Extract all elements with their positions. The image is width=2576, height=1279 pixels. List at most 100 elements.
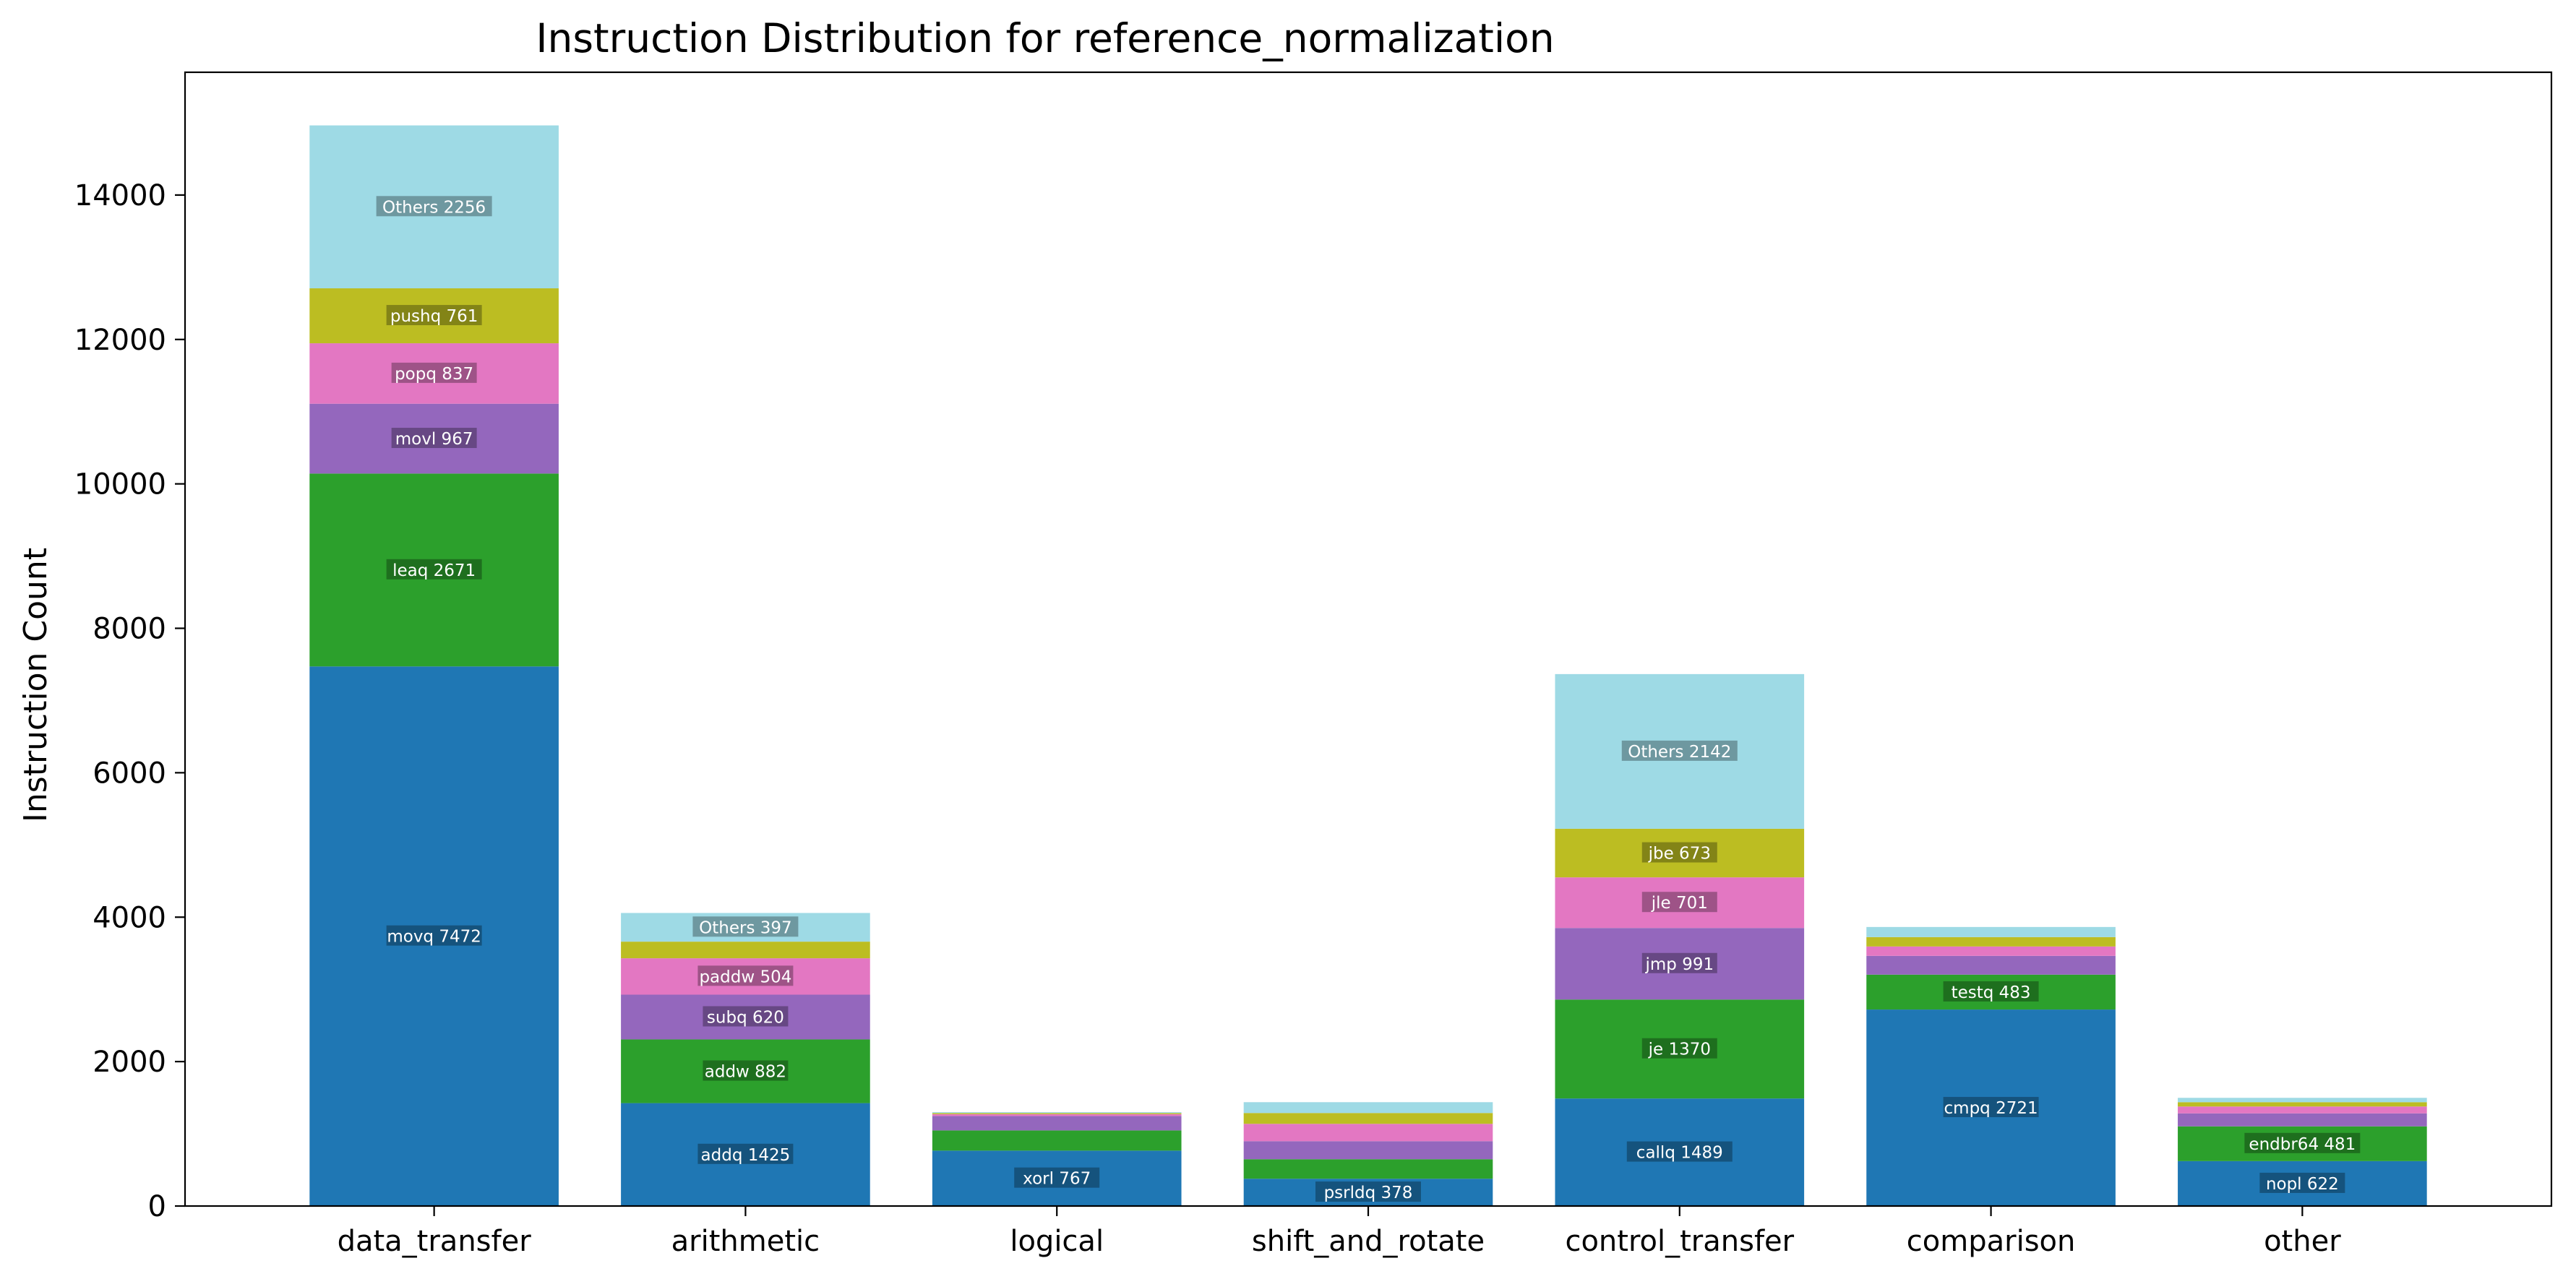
bar-segment — [621, 958, 870, 995]
segment-label-box — [1014, 1167, 1100, 1188]
segment-label-box — [1943, 1097, 2039, 1118]
segment-label: callq 1489 — [1636, 1144, 1723, 1163]
segment-label-box — [1641, 1038, 1717, 1059]
segment-label: jmp 991 — [1644, 955, 1714, 974]
segment-label: addw 882 — [705, 1063, 786, 1082]
segment-label-box — [1641, 842, 1717, 863]
segment-label: psrldq 378 — [1324, 1184, 1413, 1202]
bar-segment — [1555, 928, 1805, 1000]
segment-label: paddw 504 — [699, 968, 791, 986]
bar-segment — [1555, 999, 1805, 1099]
segment-label: movq 7472 — [387, 928, 481, 947]
x-tick-label: shift_and_rotate — [1252, 1225, 1485, 1258]
bar-segment — [2178, 1113, 2427, 1127]
x-tick-label: logical — [1010, 1225, 1104, 1258]
y-tick-label: 14000 — [74, 179, 166, 212]
segment-label-box — [1641, 952, 1717, 973]
bar-segment — [309, 125, 559, 289]
y-tick-label: 4000 — [93, 901, 166, 934]
bar-segment — [621, 994, 870, 1040]
segment-label-box — [1641, 892, 1717, 913]
segment-label-box — [703, 1060, 789, 1081]
y-tick-label: 0 — [148, 1190, 166, 1223]
y-tick-label: 8000 — [93, 613, 166, 646]
bar-segment — [1243, 1159, 1493, 1179]
y-tick-label: 6000 — [93, 757, 166, 790]
segment-label-box — [692, 916, 799, 937]
segment-label: endbr64 481 — [2249, 1135, 2356, 1154]
segment-label: jbe 673 — [1648, 845, 1711, 864]
bar-segment — [1243, 1141, 1493, 1160]
segment-label-box — [1315, 1181, 1421, 1202]
bar-segment — [1866, 926, 2116, 937]
segment-label: Others 397 — [699, 918, 792, 937]
bar-segment — [2178, 1126, 2427, 1161]
bar-segment — [1866, 955, 2116, 975]
segment-label-box — [697, 965, 794, 986]
segment-label: subq 620 — [707, 1008, 784, 1027]
bar-segment — [1555, 828, 1805, 878]
bar-segment — [932, 1130, 1182, 1151]
bar-segment — [932, 1114, 1182, 1116]
bar-segment — [1866, 936, 2116, 947]
bar-segment — [621, 913, 870, 942]
x-tick-label: comparison — [1907, 1225, 2076, 1258]
segment-label-box — [1626, 1141, 1733, 1162]
bar-segment — [1555, 673, 1805, 829]
segment-label: je 1370 — [1648, 1041, 1711, 1059]
bar-segment — [309, 288, 559, 344]
segment-label: addq 1425 — [701, 1146, 791, 1165]
bar-segment — [1243, 1179, 1493, 1206]
bar-segment — [309, 666, 559, 1206]
bar-segment — [1243, 1113, 1493, 1124]
segment-label: Others 2256 — [382, 198, 486, 217]
segment-label: popq 837 — [395, 365, 473, 384]
bar-segment — [1243, 1102, 1493, 1114]
bar-segment — [1866, 974, 2116, 1010]
segment-label: pushq 761 — [390, 307, 478, 326]
bar-segment — [1555, 1098, 1805, 1206]
bar-segment — [932, 1113, 1182, 1114]
bar-segment — [2178, 1160, 2427, 1206]
x-tick-label: other — [2264, 1225, 2341, 1258]
segment-label-box — [1943, 981, 2039, 1002]
y-tick-label: 12000 — [74, 324, 166, 357]
x-tick-label: arithmetic — [671, 1225, 820, 1258]
segment-label: jle 701 — [1651, 894, 1708, 913]
segment-label: leaq 2671 — [392, 561, 476, 580]
bar-segment — [932, 1116, 1182, 1131]
segment-label-box — [391, 362, 477, 383]
segment-label: movl 967 — [395, 430, 473, 449]
bar-segment — [1243, 1124, 1493, 1142]
bar-segment — [932, 1150, 1182, 1206]
segment-label-box — [697, 1143, 794, 1164]
bar-segment — [309, 343, 559, 404]
segment-label: nopl 622 — [2266, 1175, 2339, 1194]
bar-segment — [621, 1103, 870, 1206]
segment-label: cmpq 2721 — [1944, 1099, 2038, 1118]
segment-label: Others 2142 — [1628, 743, 1731, 762]
y-axis-label: Instruction Count — [17, 548, 54, 822]
bar-segment — [621, 1039, 870, 1103]
segment-label: testq 483 — [1952, 983, 2031, 1002]
segment-label-box — [376, 196, 492, 217]
bar-segment — [309, 403, 559, 474]
bar-segment — [2178, 1098, 2427, 1103]
segment-label-box — [1621, 740, 1738, 761]
bar-segment — [1555, 877, 1805, 929]
segment-label: xorl 767 — [1023, 1170, 1091, 1189]
segment-label-box — [2244, 1132, 2361, 1153]
segment-label-box — [703, 1006, 789, 1027]
y-tick-label: 10000 — [74, 468, 166, 501]
segment-label-box — [386, 559, 482, 580]
bar-segment — [309, 473, 559, 667]
plot-area: 0 2000 4000 6000 8000 10000 12000 14000 movq 747… — [74, 71, 2553, 1258]
bar-segment — [1866, 946, 2116, 956]
bar-segment — [621, 942, 870, 959]
bar-segment — [2178, 1102, 2427, 1107]
x-tick-label: data_transfer — [338, 1225, 532, 1258]
plot-frame — [184, 71, 2553, 1207]
bar-segment — [2178, 1106, 2427, 1114]
x-tick-label: control_transfer — [1565, 1225, 1794, 1258]
